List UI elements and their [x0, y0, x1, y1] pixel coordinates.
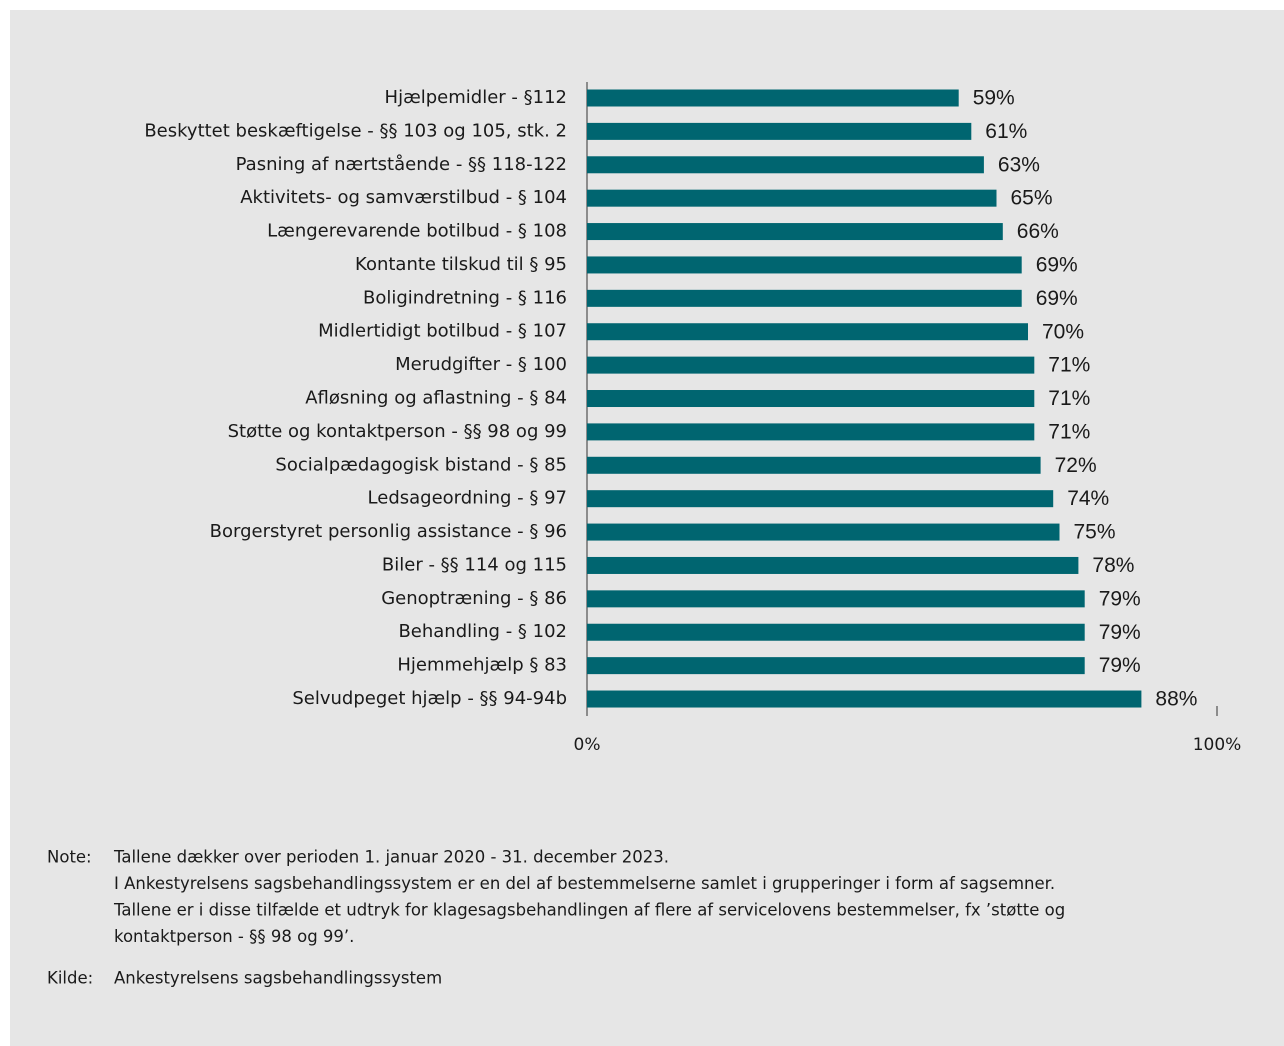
value-label: 88%: [1155, 688, 1197, 711]
category-label: Støtte og kontaktperson - §§ 98 og 99: [228, 421, 567, 442]
x-tick-label: 0%: [574, 735, 601, 755]
value-label: 66%: [1017, 220, 1059, 243]
source-text: Ankestyrelsens sagsbehandlingssystem: [114, 969, 442, 988]
category-label: Genoptræning - § 86: [381, 588, 567, 609]
note-line: kontaktperson - §§ 98 og 99’.: [114, 927, 354, 946]
bar: [587, 556, 1079, 574]
bar: [587, 590, 1085, 608]
bar: [587, 490, 1054, 508]
value-label: 79%: [1099, 621, 1141, 644]
category-label: Ledsageordning - § 97: [368, 488, 567, 509]
category-label: Behandling - § 102: [398, 621, 567, 642]
category-label: Borgerstyret personlig assistance - § 96: [210, 521, 567, 542]
note-line: I Ankestyrelsens sagsbehandlingssystem e…: [114, 874, 1055, 893]
category-label: Pasning af nærtstående - §§ 118-122: [236, 154, 567, 175]
value-label: 71%: [1048, 387, 1090, 410]
value-label: 59%: [973, 87, 1015, 110]
value-label: 79%: [1099, 587, 1141, 610]
bar: [587, 256, 1022, 274]
value-label: 79%: [1099, 654, 1141, 677]
category-label: Afløsning og aflastning - § 84: [305, 388, 567, 409]
note-line: Tallene dækker over perioden 1. januar 2…: [113, 848, 669, 867]
category-label: Længerevarende botilbud - § 108: [267, 221, 567, 242]
bar: [587, 657, 1085, 675]
bar: [587, 690, 1142, 708]
value-label: 72%: [1055, 454, 1097, 477]
value-label: 71%: [1048, 420, 1090, 443]
bar: [587, 456, 1041, 474]
value-label: 74%: [1067, 487, 1109, 510]
value-label: 70%: [1042, 320, 1084, 343]
category-label: Aktivitets- og samværstilbud - § 104: [240, 187, 567, 208]
value-label: 65%: [1011, 187, 1053, 210]
value-label: 69%: [1036, 287, 1078, 310]
bar: [587, 623, 1085, 641]
value-label: 78%: [1092, 554, 1134, 577]
category-label: Socialpædagogisk bistand - § 85: [275, 454, 567, 475]
bar: [587, 122, 972, 140]
category-label: Selvudpeget hjælp - §§ 94-94b: [292, 688, 567, 709]
note-line: Tallene er i disse tilfælde et udtryk fo…: [113, 901, 1065, 920]
x-tick-label: 100%: [1193, 735, 1242, 755]
value-label: 63%: [998, 153, 1040, 176]
bar: [587, 189, 997, 207]
category-label: Midlertidigt botilbud - § 107: [318, 321, 567, 342]
bar: [587, 223, 1003, 241]
bar: [587, 356, 1035, 374]
bar: [587, 289, 1022, 307]
category-label: Merudgifter - § 100: [395, 354, 567, 375]
bar: [587, 423, 1035, 441]
bar: [587, 323, 1028, 341]
category-label: Biler - §§ 114 og 115: [382, 554, 567, 575]
category-label: Kontante tilskud til § 95: [355, 254, 567, 275]
value-label: 75%: [1074, 521, 1116, 544]
value-label: 71%: [1048, 354, 1090, 377]
category-label: Hjemmehjælp § 83: [397, 655, 567, 676]
category-label: Beskyttet beskæftigelse - §§ 103 og 105,…: [144, 120, 567, 141]
bar: [587, 156, 984, 174]
category-label: Hjælpemidler - §112: [385, 87, 567, 108]
value-label: 61%: [985, 120, 1027, 143]
note-label: Note:: [47, 848, 92, 867]
value-label: 69%: [1036, 253, 1078, 276]
bar: [587, 89, 959, 107]
bar: [587, 523, 1060, 541]
bar: [587, 390, 1035, 408]
source-label: Kilde:: [47, 969, 93, 988]
category-label: Boligindretning - § 116: [363, 287, 567, 308]
